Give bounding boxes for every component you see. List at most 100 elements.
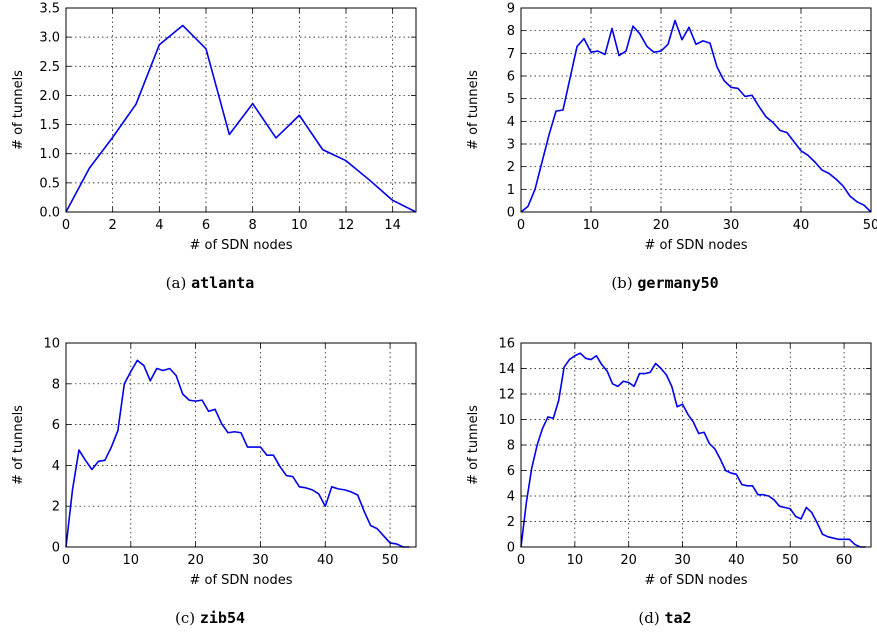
x-tick-label: 40 — [793, 218, 810, 233]
y-tick-label: 8 — [507, 24, 515, 39]
y-tick-label: 1.0 — [39, 147, 60, 162]
y-tick-label: 6 — [507, 464, 515, 479]
plot-frame — [65, 7, 417, 213]
x-tick-label: 0 — [62, 218, 70, 233]
chart-panel-germany50: 0 10 20 30 40 50 0 1 2 3 4 5 6 7 8 9 # of SDN nodes # of … — [455, 0, 877, 293]
y-axis-label: # of tunnels — [466, 70, 481, 150]
plot-frame — [520, 7, 872, 213]
x-tick-label: 10 — [123, 553, 140, 568]
caption-prefix: (c) — [174, 609, 196, 627]
y-tick-label: 0.0 — [39, 206, 60, 221]
y-tick-label: 1 — [507, 183, 515, 198]
x-tick-label: 50 — [782, 553, 799, 568]
y-tick-label: 6 — [507, 70, 515, 85]
chart-caption: (d) ta2 — [455, 609, 875, 627]
y-tick-label: 3.5 — [39, 2, 60, 17]
y-tick-label: 10 — [498, 413, 515, 428]
data-line — [520, 19, 872, 213]
chart-panel-zib54: 0 10 20 30 40 50 0 2 4 6 8 10 # of SDN nodes # of tun… — [0, 335, 440, 627]
x-tick-label: 10 — [567, 553, 584, 568]
grid — [66, 8, 416, 212]
y-tick-label: 3.0 — [39, 31, 60, 46]
y-axis-label: # of tunnels — [11, 70, 26, 150]
caption-prefix: (a) — [165, 274, 187, 292]
x-tick-label: 10 — [291, 218, 308, 233]
x-tick-label: 0 — [62, 553, 70, 568]
x-tick-label: 50 — [863, 218, 877, 233]
y-tick-label: 8 — [507, 439, 515, 454]
chart-caption: (c) zib54 — [0, 609, 420, 627]
y-tick-label: 7 — [507, 47, 515, 62]
caption-prefix: (d) — [638, 609, 660, 627]
x-tick-label: 30 — [723, 218, 740, 233]
grid — [521, 343, 871, 547]
x-axis-label: # of SDN nodes — [644, 573, 747, 588]
x-tick-label: 2 — [109, 218, 117, 233]
x-tick-label: 0 — [517, 553, 525, 568]
tick-marks — [65, 342, 416, 548]
grid — [521, 8, 871, 212]
x-tick-label: 60 — [836, 553, 853, 568]
data-line — [65, 24, 417, 213]
y-tick-label: 14 — [498, 362, 515, 377]
caption-name: germany50 — [637, 274, 719, 292]
x-tick-label: 10 — [583, 218, 600, 233]
y-tick-label: 1.5 — [39, 118, 60, 133]
x-tick-label: 30 — [252, 553, 269, 568]
x-tick-label: 20 — [187, 553, 204, 568]
y-tick-label: 10 — [43, 337, 60, 352]
x-tick-label: 50 — [382, 553, 399, 568]
x-tick-label: 40 — [317, 553, 334, 568]
data-line — [520, 352, 866, 548]
line-chart: 0 10 20 30 40 50 0 2 4 6 8 10 # of SDN nodes # of tun… — [11, 337, 417, 588]
x-tick-label: 20 — [653, 218, 670, 233]
y-axis-label: # of tunnels — [466, 405, 481, 485]
chart-caption: (b) germany50 — [455, 274, 875, 292]
x-axis-label: # of SDN nodes — [189, 573, 292, 588]
chart-panel-atlanta: 0 2 4 6 8 10 12 14 0.0 0.5 1.0 1.5 2.0 2.5 3.0 3.5 # of … — [0, 0, 440, 292]
y-tick-label: 5 — [507, 92, 515, 107]
x-axis-label: # of SDN nodes — [644, 238, 747, 253]
line-chart: 0 10 20 30 40 50 0 1 2 3 4 5 6 7 8 9 # of SDN nodes # of … — [466, 2, 877, 254]
x-tick-label: 30 — [674, 553, 691, 568]
line-chart: 0 2 4 6 8 10 12 14 0.0 0.5 1.0 1.5 2.0 2.5 3.0 3.5 # of … — [11, 2, 417, 253]
caption-name: zib54 — [199, 609, 246, 627]
caption-name: ta2 — [664, 609, 692, 627]
plot-frame — [65, 342, 417, 548]
y-tick-label: 12 — [498, 388, 515, 403]
y-tick-label: 2 — [507, 515, 515, 530]
y-tick-label: 4 — [507, 115, 515, 130]
tick-marks — [520, 7, 872, 213]
y-tick-label: 2 — [507, 160, 515, 175]
tick-marks — [65, 7, 416, 213]
y-tick-label: 9 — [507, 2, 515, 17]
x-tick-label: 12 — [338, 218, 355, 233]
y-tick-label: 2.0 — [39, 89, 60, 104]
caption-prefix: (b) — [611, 274, 633, 292]
line-chart: 0 10 20 30 40 50 60 0 2 4 6 8 10 12 14 16 # of SDN nodes… — [466, 337, 872, 588]
x-tick-label: 0 — [517, 218, 525, 233]
y-tick-label: 3 — [507, 138, 515, 153]
caption-name: atlanta — [191, 274, 255, 292]
chart-caption: (a) atlanta — [0, 274, 420, 292]
y-tick-label: 0.5 — [39, 176, 60, 191]
x-tick-label: 8 — [249, 218, 257, 233]
x-tick-label: 20 — [620, 553, 637, 568]
y-tick-label: 16 — [498, 337, 515, 352]
y-tick-label: 2.5 — [39, 60, 60, 75]
y-tick-label: 6 — [52, 418, 60, 433]
chart-panel-ta2: 0 10 20 30 40 50 60 0 2 4 6 8 10 12 14 16 # of SDN nodes… — [455, 335, 877, 627]
y-tick-label: 0 — [507, 206, 515, 221]
x-tick-label: 6 — [202, 218, 210, 233]
tick-marks — [520, 342, 871, 548]
data-line — [65, 359, 410, 548]
y-tick-label: 2 — [52, 500, 60, 515]
y-tick-label: 0 — [507, 541, 515, 556]
y-axis-label: # of tunnels — [11, 405, 26, 485]
x-tick-label: 40 — [728, 553, 745, 568]
y-tick-label: 4 — [507, 490, 515, 505]
y-tick-label: 4 — [52, 459, 60, 474]
y-tick-label: 8 — [52, 377, 60, 392]
grid — [66, 343, 416, 547]
x-tick-label: 14 — [384, 218, 401, 233]
